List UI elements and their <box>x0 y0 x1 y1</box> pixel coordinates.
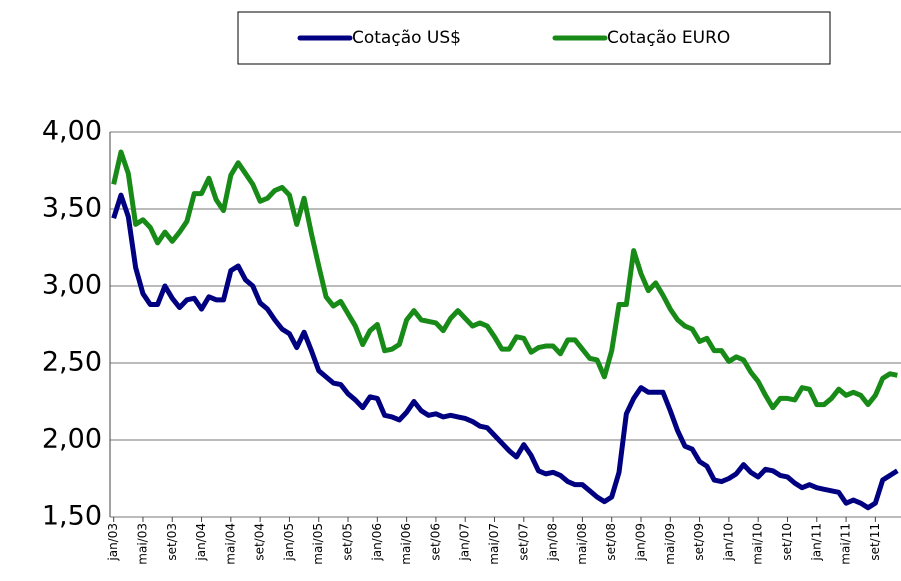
y-tick-label: 1,50 <box>42 501 102 532</box>
x-tick-label: jan/05 <box>282 523 296 562</box>
x-tick-label: set/06 <box>428 523 442 561</box>
x-tick-label: jan/04 <box>194 523 208 562</box>
x-tick-label: set/09 <box>692 523 706 561</box>
y-tick-label: 2,50 <box>42 347 102 378</box>
y-tick-label: 3,50 <box>42 193 102 224</box>
x-tick-label: set/04 <box>253 523 267 561</box>
x-tick-label: set/10 <box>780 523 794 561</box>
x-tick-label: mai/10 <box>751 523 765 565</box>
x-tick-label: jan/07 <box>458 523 472 562</box>
legend-label: Cotação US$ <box>352 28 461 48</box>
x-tick-label: jan/08 <box>546 523 560 562</box>
x-tick-label: mai/04 <box>223 523 237 565</box>
legend-label: Cotação EURO <box>607 28 730 48</box>
x-tick-label: jan/09 <box>633 523 647 562</box>
series-line <box>111 192 899 511</box>
x-tick-label: jan/03 <box>106 523 120 562</box>
x-tick-label: jan/11 <box>809 523 823 562</box>
series-line <box>111 149 898 411</box>
x-tick-label: mai/05 <box>311 523 325 565</box>
x-tick-label: mai/06 <box>399 523 413 565</box>
y-tick-label: 3,00 <box>42 270 102 301</box>
x-tick-label: mai/03 <box>135 523 149 565</box>
x-tick-label: set/03 <box>165 523 179 561</box>
x-tick-label: mai/11 <box>839 523 853 565</box>
x-tick-label: mai/07 <box>487 523 501 565</box>
y-tick-label: 4,00 <box>42 116 102 147</box>
x-tick-label: set/07 <box>516 523 530 561</box>
y-tick-label: 2,00 <box>42 424 102 455</box>
x-tick-label: jan/06 <box>370 523 384 562</box>
x-tick-label: jan/10 <box>721 523 735 562</box>
x-tick-label: set/11 <box>868 523 882 561</box>
x-tick-label: mai/09 <box>663 523 677 565</box>
x-tick-label: set/08 <box>604 523 618 561</box>
x-tick-label: mai/08 <box>575 523 589 565</box>
x-tick-label: set/05 <box>341 523 355 561</box>
